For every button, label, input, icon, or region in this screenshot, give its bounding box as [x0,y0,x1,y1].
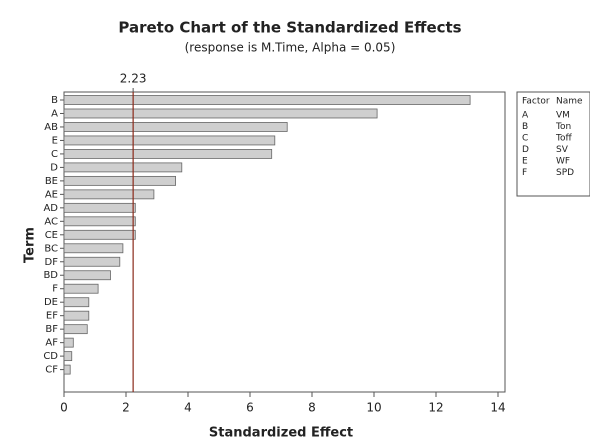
y-tick-label: DF [45,257,59,268]
x-tick-label: 6 [246,401,254,415]
y-tick-label: CE [45,230,58,241]
y-tick-label: AD [43,203,58,214]
chart-subtitle: (response is M.Time, Alpha = 0.05) [185,41,396,55]
y-tick-label: F [52,284,58,295]
bar [63,202,136,213]
x-tick-label: 8 [308,401,316,415]
bar [63,310,90,321]
bar [63,283,99,294]
bar [63,162,183,173]
bar [63,95,471,105]
bar [63,122,288,132]
legend-cell: B [522,122,528,132]
y-tick-label: CD [43,351,58,362]
bar [63,149,273,159]
y-tick-label: C [51,149,58,160]
legend-cell: D [522,145,529,155]
bar [63,256,121,267]
y-tick-label: E [52,135,58,146]
x-tick-label: 12 [428,401,443,415]
legend-box [516,91,590,197]
y-tick-label: D [50,162,58,173]
legend-cell: SV [556,145,569,155]
x-axis-label: Standardized Effect [209,426,353,441]
bar [63,270,111,281]
x-tick-label: 0 [60,401,68,415]
reference-label: 2.23 [120,72,147,86]
legend-header: Name [556,97,583,107]
bar [63,297,90,308]
y-tick-label: AB [44,122,58,133]
bar [63,351,73,362]
legend-cell: VM [556,111,570,121]
x-tick-label: 2 [122,401,130,415]
x-tick-label: 10 [366,401,381,415]
y-tick-label: DE [44,297,58,308]
legend-header: Factor [522,97,550,107]
bar [63,324,88,335]
legend-cell: F [522,168,527,178]
x-tick-label: 14 [490,401,505,415]
bar [63,364,71,375]
bar [63,337,74,348]
y-axis-label: Term [23,227,38,263]
bar [63,175,176,186]
legend-cell: SPD [556,168,574,178]
y-tick-label: B [51,95,58,106]
bar [63,243,124,254]
y-tick-label: BE [45,176,58,187]
bar [63,216,136,227]
legend-cell: Toff [555,134,572,144]
y-tick-label: EF [46,311,58,322]
chart-title: Pareto Chart of the Standardized Effects [118,19,461,37]
x-tick-label: 4 [184,401,192,415]
legend-cell: C [522,134,528,144]
y-tick-label: A [51,108,58,119]
bar [63,229,136,240]
y-tick-label: AE [45,189,58,200]
legend-cell: WF [556,157,570,167]
y-tick-label: AC [44,216,58,227]
bar [63,108,378,119]
y-tick-label: CF [45,365,58,376]
y-tick-label: BF [45,324,58,335]
y-tick-label: BC [44,243,58,254]
plot-frame [63,91,506,393]
legend-cell: A [522,111,529,121]
y-tick-label: BD [43,270,58,281]
bar [63,135,276,146]
legend-cell: Ton [555,122,571,132]
legend-cell: E [522,157,528,167]
bar [63,189,155,200]
y-tick-label: AF [45,338,58,349]
